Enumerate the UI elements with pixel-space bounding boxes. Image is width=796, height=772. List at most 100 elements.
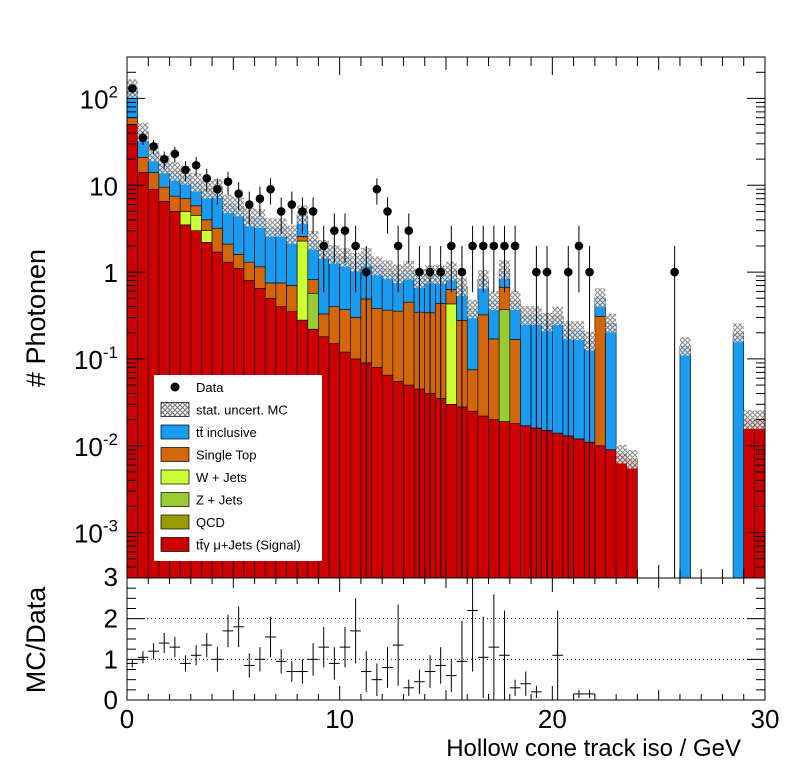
bar (392, 381, 404, 579)
ratio-y-tick-label: 2 (104, 604, 118, 634)
bar (371, 367, 383, 579)
bar (552, 315, 564, 434)
data-point (223, 177, 233, 186)
y-tick-label: 3 (104, 562, 118, 592)
bar (477, 415, 489, 579)
legend-label: stat. uncert. MC (196, 403, 288, 418)
main-axis-ticks: 10-3 10-2 10-1 1 10 102 3 (74, 56, 766, 592)
bar (573, 330, 585, 440)
y-axis-label: # Photonen (21, 249, 51, 387)
y-tick-label: 10-2 (74, 430, 118, 462)
bar (275, 282, 287, 307)
bar (233, 254, 245, 269)
uncertainty-band (488, 291, 500, 310)
legend: Data stat. uncert. MC tt̄ inclusive Single … (154, 375, 322, 561)
bar (488, 419, 500, 579)
legend-label: tt̄ inclusive (196, 425, 257, 440)
bar (339, 309, 351, 353)
bar (137, 156, 149, 173)
data-point (266, 184, 275, 194)
uncertainty-band (371, 256, 383, 276)
data-point (128, 84, 137, 93)
data-point (361, 267, 371, 277)
bar (381, 374, 394, 579)
data-points (128, 84, 679, 578)
x-tick-label: 30 (751, 704, 780, 734)
uncertainty-band (286, 225, 298, 244)
y-tick-label: 10-1 (74, 343, 118, 375)
ratio-y-tick-label: 0 (104, 685, 118, 715)
bar (296, 240, 309, 321)
bar (179, 198, 192, 212)
data-point (298, 207, 307, 216)
uncertainty-band (552, 306, 563, 326)
bar (392, 310, 404, 382)
uncertainty-band (509, 291, 521, 311)
data-point (585, 267, 594, 277)
bar (679, 345, 691, 579)
data-point (393, 241, 403, 251)
bar (732, 332, 745, 579)
data-point (404, 226, 414, 235)
bar (615, 453, 628, 579)
data-point (542, 267, 552, 277)
bar (488, 338, 500, 420)
data-point (319, 241, 329, 251)
data-point (159, 154, 169, 164)
legend-swatch (160, 537, 190, 552)
uncertainty-band (169, 161, 181, 181)
data-point (138, 133, 148, 143)
data-point (532, 267, 541, 277)
data-point (287, 200, 297, 209)
bar (179, 211, 192, 226)
bar (286, 285, 298, 312)
bar (328, 343, 340, 579)
bar (190, 205, 202, 216)
data-point (383, 207, 392, 216)
bar (466, 410, 479, 579)
bar (318, 313, 330, 338)
legend-label: QCD (196, 515, 225, 530)
bar (328, 306, 340, 344)
bar (169, 195, 181, 212)
legend-label: Single Top (196, 448, 256, 463)
data-point (478, 241, 488, 251)
ratio-y-tick-label: 1 (104, 644, 118, 674)
bar (158, 186, 170, 202)
uncertainty-band (594, 288, 606, 307)
bar (307, 292, 319, 330)
bar (466, 369, 479, 412)
ratio-plot-frame (126, 577, 766, 701)
data-point (457, 267, 467, 277)
data-point (308, 207, 318, 216)
bar (201, 219, 213, 231)
legend-swatch (160, 402, 190, 417)
bar (296, 236, 309, 242)
data-point (234, 189, 243, 198)
y-tick-label: 1 (104, 258, 118, 288)
uncertainty-band (254, 209, 266, 228)
data-point (372, 184, 382, 194)
x-tick-label: 0 (120, 704, 134, 734)
bar (498, 309, 511, 422)
uncertainty-band (743, 410, 755, 429)
bar (754, 419, 766, 579)
bar (201, 230, 213, 243)
uncertainty-band (265, 218, 276, 237)
bar (445, 303, 457, 405)
bar (137, 172, 149, 579)
x-tick-label: 20 (538, 704, 567, 734)
y-tick-label: 10 (89, 171, 118, 201)
bar (243, 261, 255, 281)
bar (509, 423, 521, 579)
bar (349, 358, 362, 579)
data-point (181, 165, 190, 175)
data-point (425, 267, 435, 277)
data-point (170, 149, 180, 159)
data-point (574, 241, 584, 251)
data-point (149, 142, 158, 151)
data-point (510, 241, 520, 251)
bar (445, 404, 457, 579)
data-point (276, 207, 286, 216)
